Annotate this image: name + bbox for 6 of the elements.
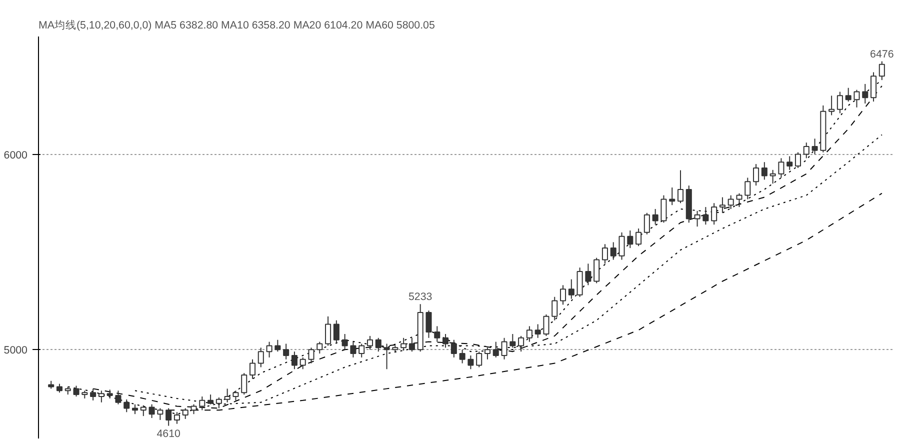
y-tick-label: 5000 (4, 344, 28, 357)
annotation: 5233 (408, 291, 432, 304)
text: MA均线(5,10,20,60,0,0) MA5 6382.80 MA10 6358.20 MA20 6104.20 MA60 5800.05 (38, 18, 435, 32)
y-tick-label: 6000 (4, 149, 28, 162)
annotation: 6476 (870, 48, 894, 60)
annotation: 4610 (156, 428, 181, 440)
